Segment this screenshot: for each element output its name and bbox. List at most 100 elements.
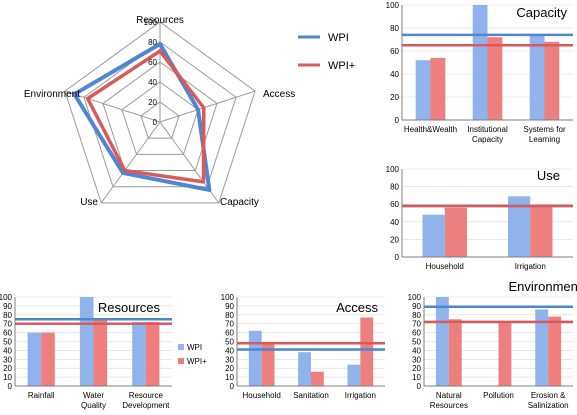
radar-legend: WPI WPI+ [298, 32, 355, 72]
y-tick-label: 50 [3, 338, 12, 347]
y-tick-label: 20 [225, 364, 234, 373]
radar-spoke [100, 121, 161, 204]
y-tick-label: 100 [408, 293, 422, 302]
access-bar-wpi-plus [360, 317, 374, 386]
y-tick-label: 90 [412, 302, 421, 311]
x-category-label: Erosion & Salinization [528, 391, 569, 410]
x-category-label-line: Systems for [523, 125, 566, 134]
x-category-label-line: Water [83, 391, 104, 400]
x-category-label: Health&Wealth [404, 125, 457, 134]
y-tick-label: 80 [390, 24, 399, 33]
y-tick-label: 40 [390, 218, 399, 227]
radar-tick-label: 80 [148, 38, 157, 47]
environment-bar-wpi-plus [548, 316, 562, 386]
radar-tick-label: 100 [144, 18, 158, 27]
access-bar-wpi [248, 330, 262, 386]
y-tick-label: 60 [225, 329, 234, 338]
environment-bar-wpi [535, 309, 549, 386]
x-category-label: Institutional Capacity [467, 125, 508, 144]
y-tick-label: 0 [417, 382, 422, 391]
use-bar-wpi [508, 196, 531, 257]
capacity-bar-wpi [529, 34, 545, 120]
y-tick-label: 40 [3, 346, 12, 355]
x-category-label-line: Resources [430, 401, 468, 410]
environment-chart-title: Environment [509, 279, 577, 294]
y-tick-label: 100 [0, 293, 13, 302]
x-category-label: Water Quality [81, 391, 106, 410]
resources-bar-wpi [27, 332, 42, 386]
radar-axis-label: Environment [24, 89, 80, 100]
use-bar-wpi [422, 214, 445, 257]
y-tick-label: 20 [390, 235, 399, 244]
environment-bar-wpi-plus [498, 321, 512, 386]
x-category-label-line: Resource [129, 391, 164, 400]
y-tick-label: 0 [8, 382, 13, 391]
y-tick-label: 0 [230, 382, 235, 391]
radar-tick-label: 60 [148, 58, 157, 67]
y-tick-label: 80 [225, 311, 234, 320]
radar-spoke [64, 90, 161, 123]
access-bar-wpi-plus [311, 371, 324, 386]
x-category-label-line: Institutional [467, 125, 508, 134]
x-category-label: Rainfall [28, 391, 55, 400]
use-bar-wpi-plus [444, 207, 467, 257]
y-tick-label: 20 [3, 364, 12, 373]
use-bar-chart: 0 20 40 60 80 100 Household Irrigation Use [386, 165, 573, 271]
use-chart-title: Use [537, 168, 560, 183]
y-tick-label: 80 [412, 311, 421, 320]
y-tick-label: 60 [3, 329, 12, 338]
capacity-bar-wpi [472, 5, 488, 120]
resources-bar-wpi-plus [93, 318, 108, 386]
radar-axis-label: Access [263, 89, 295, 100]
access-bar-wpi [298, 352, 311, 386]
radar-grid-ring [64, 21, 256, 204]
x-category-label-line: Capacity [472, 135, 503, 144]
y-tick-label: 60 [390, 47, 399, 56]
y-tick-label: 10 [225, 373, 234, 382]
radar-grid-ring [102, 61, 218, 172]
y-tick-label: 70 [3, 320, 12, 329]
legend-label-wpi-bar: WPI [187, 343, 202, 352]
y-tick-label: 100 [221, 293, 235, 302]
x-category-label-line: Salinization [528, 401, 569, 410]
access-bar-wpi [347, 364, 361, 386]
y-tick-label: 30 [3, 355, 12, 364]
y-tick-label: 60 [412, 329, 421, 338]
x-category-label: Irrigation [515, 262, 546, 271]
radar-series-wpi [72, 42, 212, 192]
environment-bar-wpi [435, 297, 449, 386]
resources-bar-wpi [79, 297, 94, 386]
y-tick-label: 80 [3, 311, 12, 320]
x-category-label-line: Erosion & [531, 391, 566, 400]
y-tick-label: 70 [225, 320, 234, 329]
y-tick-label: 100 [386, 1, 400, 10]
x-category-label-line: Learning [529, 135, 560, 144]
y-tick-label: 50 [412, 338, 421, 347]
x-category-label: Natural Resources [430, 391, 468, 410]
access-chart-title: Access [336, 300, 378, 315]
capacity-bar-wpi [415, 60, 431, 120]
y-tick-label: 30 [225, 355, 234, 364]
x-category-label-line: Natural [436, 391, 462, 400]
capacity-bar-wpi-plus [544, 41, 560, 120]
legend-label-wpi-plus-bar: WPI+ [187, 357, 207, 366]
capacity-bar-wpi-plus [487, 37, 503, 121]
y-tick-label: 80 [390, 183, 399, 192]
y-tick-label: 70 [412, 320, 421, 329]
y-tick-label: 50 [225, 338, 234, 347]
y-tick-label: 90 [225, 302, 234, 311]
radar-tick-label: 0 [153, 118, 158, 127]
y-tick-label: 10 [412, 373, 421, 382]
radar-axis-label: Capacity [220, 197, 259, 208]
x-category-label: Sanitation [293, 391, 329, 400]
x-category-label: Household [426, 262, 464, 271]
y-tick-label: 0 [395, 253, 400, 262]
capacity-bar-wpi-plus [430, 57, 446, 120]
x-category-label: Pollution [483, 391, 514, 400]
radar-grid-ring [83, 41, 237, 188]
